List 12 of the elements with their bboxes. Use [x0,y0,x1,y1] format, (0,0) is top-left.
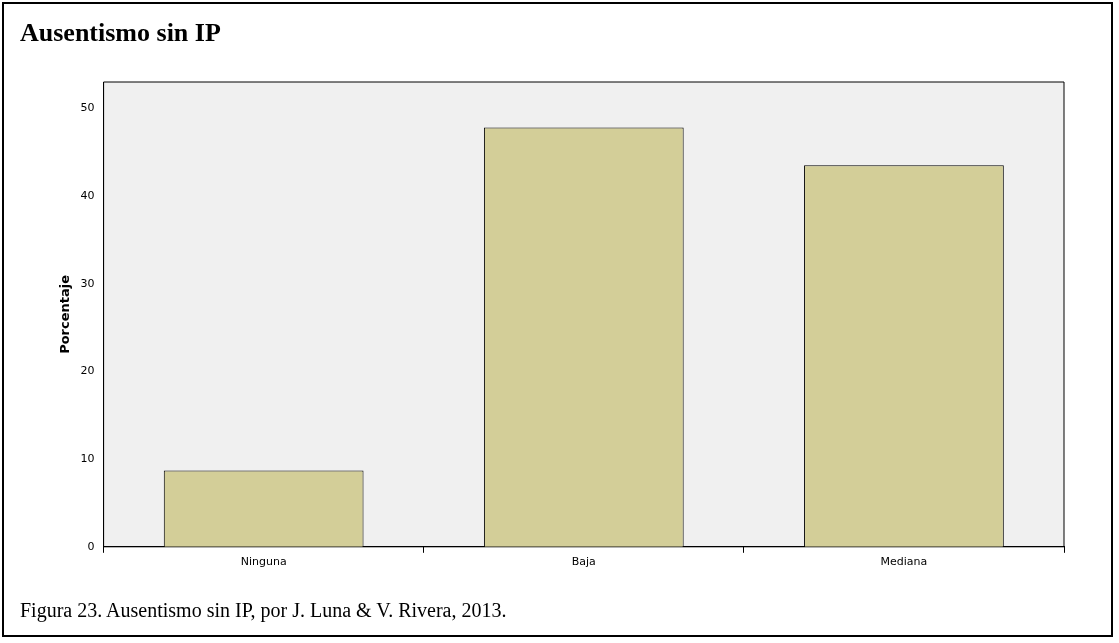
x-tick-label: Ninguna [240,555,287,569]
y-tick-label: 0 [87,539,95,553]
text: Figura 23. Ausentismo sin IP, por J. Luna & V. Rivera, 2013. [20,599,507,622]
chart-title: Ausentismo sin IP [20,18,221,48]
y-tick-label: 30 [80,276,95,290]
x-tick-label: Mediana [880,555,928,569]
y-tick-label: 40 [80,188,95,202]
x-tick-label: Baja [571,555,596,569]
y-tick-label: 20 [80,364,95,378]
y-axis-title: Porcentaje [57,274,73,354]
y-tick-label: 10 [80,451,95,465]
y-tick-label: 50 [80,101,95,115]
